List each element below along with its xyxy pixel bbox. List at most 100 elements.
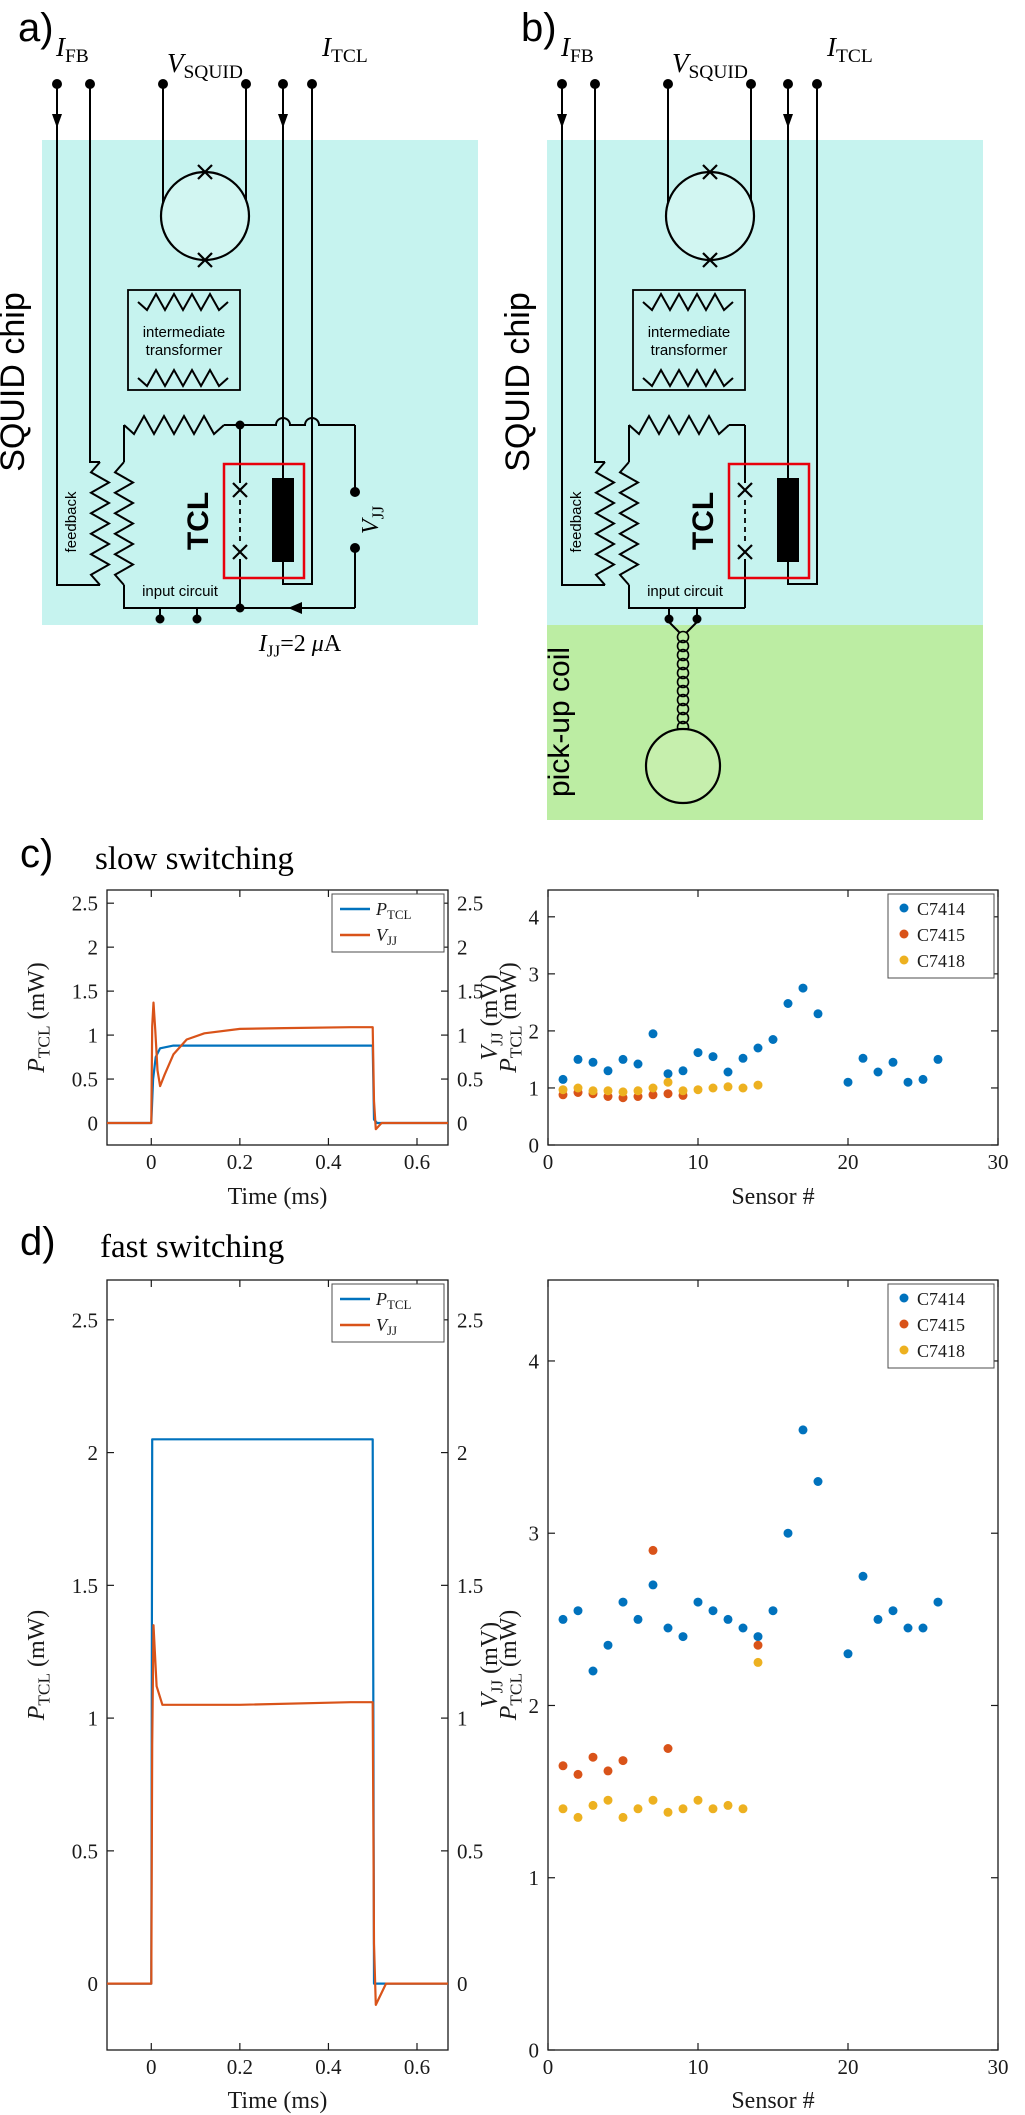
- series-V-JJ: [107, 1624, 448, 2007]
- y-tick-label-right: 2: [457, 936, 468, 960]
- input-coil: [628, 413, 730, 437]
- squid-loop: [664, 170, 756, 262]
- x-tick-label: 0: [146, 1150, 157, 1174]
- axes-box: [547, 889, 999, 1146]
- legend: C7414 C7415 C7418: [887, 1283, 995, 1369]
- legend-dot-sample: [899, 1293, 909, 1303]
- panel-d-title: fast switching: [100, 1229, 285, 1265]
- legend: PTCL VJJ: [331, 893, 445, 953]
- y-tick-label-right: 0: [457, 1972, 468, 1996]
- series-P-TCL: [107, 1044, 448, 1125]
- y-axis-label: PTCL (mW): [496, 1610, 525, 1722]
- y-tick-label-right: 1: [457, 1024, 468, 1048]
- series-P-TCL: [107, 1438, 448, 1985]
- y-tick-label-right: 1: [457, 1707, 468, 1731]
- y-tick-label: 2: [88, 1441, 99, 1465]
- y-tick-label: 2.5: [72, 892, 98, 916]
- y-tick-label-right: 0.5: [457, 1839, 483, 1863]
- y-tick-label: 0.5: [72, 1839, 98, 1863]
- legend-label: VJJ: [376, 925, 397, 948]
- y-tick-label-right: 1.5: [457, 1574, 483, 1598]
- x-axis-label: Time (ms): [228, 1184, 328, 1210]
- panel-b-label: b): [521, 6, 557, 50]
- y-tick-label-right: 2.5: [457, 892, 483, 916]
- pickup-coil-region: [547, 625, 983, 820]
- x-tick-label: 10: [688, 1150, 709, 1174]
- heater-resistor: [777, 478, 799, 562]
- legend-box: [331, 893, 445, 953]
- x-tick-label: 0.6: [404, 1150, 430, 1174]
- tick-marks: [547, 1280, 999, 2051]
- x-tick-label: 0: [543, 1150, 554, 1174]
- tcl-label: TCL: [687, 492, 720, 550]
- series-C7418: [558, 1077, 763, 1097]
- x-tick-label: 0: [543, 2055, 554, 2079]
- axes-box: [106, 1279, 449, 2051]
- input-circuit-label: input circuit: [142, 583, 219, 600]
- transformer-label-line1: intermediate: [143, 324, 226, 341]
- legend-label: PTCL: [375, 899, 412, 922]
- axes-box: [547, 1279, 999, 2051]
- feedback-coil-left: [88, 461, 112, 586]
- y-tick-label: 3: [529, 1522, 540, 1546]
- input-circuit-label: input circuit: [647, 583, 724, 600]
- chart-d-line: 0 0.2 0.4 0.6 0 0 0.5 0.5 1 1 1.5 1.5 2 2 2.5 2.5 Time (…: [24, 1279, 506, 2114]
- legend: PTCL VJJ: [331, 1283, 445, 1343]
- legend-dot-sample: [899, 1319, 909, 1329]
- x-tick-label: 0.4: [315, 1150, 342, 1174]
- series-C7418: [558, 1657, 763, 1822]
- ifb-terminal-label: IFB: [55, 32, 89, 67]
- legend-label: C7414: [917, 1289, 965, 1309]
- crossover-hop-wire: [240, 417, 355, 426]
- tcl-box: [727, 462, 811, 580]
- y-tick-label: 0.5: [72, 1068, 98, 1092]
- intermediate-transformer-box: [632, 289, 746, 391]
- y-tick-label: 4: [529, 1349, 540, 1373]
- y-tick-label-right: 2.5: [457, 1308, 483, 1332]
- squid-chip-label: SQUID chip: [0, 292, 32, 472]
- josephson-junction-marks: [197, 164, 248, 560]
- panel-d-label: d): [20, 1220, 56, 1264]
- x-tick-label: 20: [838, 2055, 859, 2079]
- terminal-dots: [52, 79, 360, 624]
- pickup-loop: [644, 727, 722, 805]
- legend-label: C7414: [917, 899, 965, 919]
- josephson-junction-marks: [702, 164, 753, 560]
- chart-d-line: 0 0.2 0.4 0.6 0 0 0.5 0.5 1 1 1.5 1.5 2 2 2.5 2.5 Time (…: [24, 1279, 506, 2114]
- input-coil: [123, 413, 225, 437]
- feedback-label: feedback: [568, 491, 585, 552]
- x-axis-label: Sensor #: [731, 1184, 814, 1210]
- y-tick-label: 0: [88, 1112, 99, 1136]
- legend-label: C7415: [917, 925, 965, 945]
- tick-marks: [107, 1280, 448, 2050]
- x-tick-label: 0.2: [227, 2055, 253, 2079]
- y-tick-label-right: 0: [457, 1112, 468, 1136]
- tcl-label: TCL: [182, 492, 215, 550]
- terminal-dots: [557, 79, 822, 624]
- y-tick-label: 2: [88, 936, 99, 960]
- legend-label: C7415: [917, 1315, 965, 1335]
- panel-c-label: c): [20, 832, 54, 876]
- feedback-coil-right: [617, 461, 641, 586]
- x-axis-label: Sensor #: [731, 2088, 814, 2114]
- legend-dot-sample: [899, 903, 909, 913]
- transformer-secondary-coil: [642, 367, 734, 389]
- x-axis-label: Time (ms): [228, 2088, 328, 2114]
- squid-loop: [159, 170, 251, 262]
- axes-box: [106, 889, 449, 1146]
- y-tick-label: 0: [529, 1134, 540, 1158]
- panel-a-label: a): [18, 6, 54, 50]
- tcl-box: [222, 462, 306, 580]
- legend: C7414 C7415 C7418: [887, 893, 995, 979]
- y-tick-label: 2.5: [72, 1308, 98, 1332]
- x-tick-label: 0.6: [404, 2055, 430, 2079]
- x-tick-label: 30: [988, 1150, 1009, 1174]
- y-tick-label: 4: [529, 905, 540, 929]
- panel-b-diagram: SQUID chip pick-up coil IFB VSQUID ITCL …: [499, 32, 983, 820]
- y-tick-label: 2: [529, 1019, 540, 1043]
- transformer-label-line2: transformer: [651, 342, 728, 359]
- chart-c-line: 0 0.2 0.4 0.6 0 0 0.5 0.5 1 1 1.5 1.5 2 2 2.5 2.5 Time (…: [24, 889, 506, 1210]
- legend-dot-sample: [899, 929, 909, 939]
